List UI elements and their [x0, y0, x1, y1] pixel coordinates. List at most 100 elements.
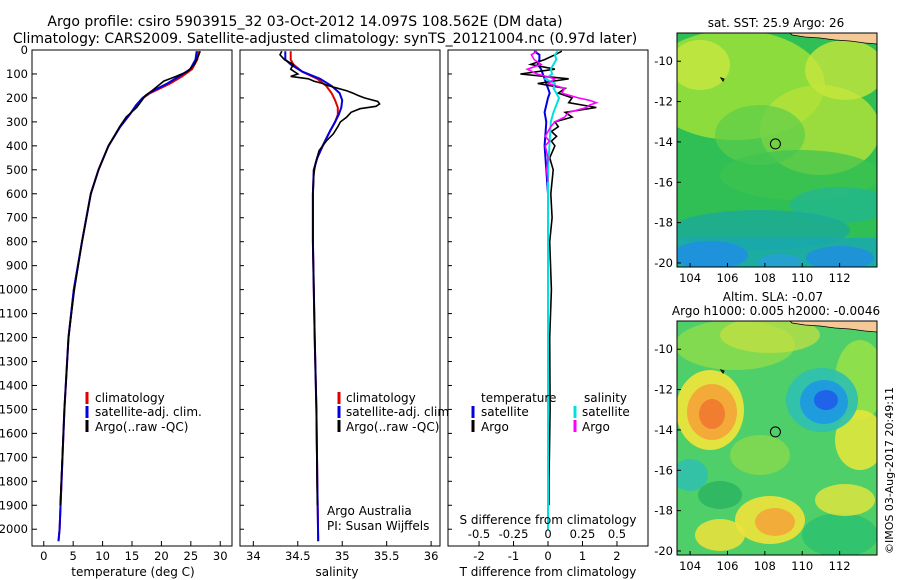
- lon-tick-label: 112: [829, 271, 851, 285]
- x-tick-label: 30: [213, 549, 228, 563]
- lon-tick-label: 108: [754, 271, 776, 285]
- salinity-xlabel: salinity: [315, 565, 358, 579]
- land-outline: [789, 321, 877, 333]
- legend-argo-label: Argo(..raw -QC): [346, 420, 439, 434]
- lat-tick-label: -12: [654, 383, 673, 397]
- depth-tick-label: 100: [6, 67, 28, 81]
- depth-tick-label: 900: [6, 259, 28, 273]
- depth-tick-label: 1900: [0, 498, 28, 512]
- lon-tick-label: 106: [716, 271, 738, 285]
- series-line-argo: [59, 50, 201, 506]
- lat-tick-label: -18: [654, 504, 673, 518]
- float-owner: Argo Australia: [327, 504, 412, 518]
- temperature-plot-frame: [31, 49, 233, 547]
- legend-satellite-label: satellite-adj. clim.: [95, 405, 202, 419]
- lat-tick-label: -18: [654, 216, 673, 230]
- lat-tick-label: -14: [654, 423, 673, 437]
- difference-legend: temperature satellite Argo salinity sate…: [471, 391, 630, 434]
- lat-tick-label: -12: [654, 95, 673, 109]
- x-tick-label: 25: [184, 549, 199, 563]
- x-tick-label: 35: [335, 549, 350, 563]
- temperature-panel: 0100200300400500600700800900100011001200…: [0, 43, 233, 579]
- difference-panel: -2 -1 0 1 2 -0.5 -0.25 0 0.25 0.5 T difference fr…: [447, 49, 649, 579]
- depth-tick-label: 1000: [0, 283, 28, 297]
- sla-field: [677, 321, 877, 555]
- salinity-legend: climatology satellite-adj. clim. Argo(..…: [337, 391, 453, 434]
- lat-tick-label: -16: [654, 175, 673, 189]
- temperature-legend: climatology satellite-adj. clim. Argo(..…: [85, 391, 202, 434]
- depth-tick-label: 0: [21, 43, 28, 57]
- lat-tick-label: -14: [654, 135, 673, 149]
- sst-map: sat. SST: 25.9 Argo: 26 104 106 108 110 112 -…: [654, 16, 878, 285]
- s-tick-label: 0: [544, 527, 551, 541]
- x-tick-label: 0: [544, 549, 551, 563]
- x-tick-label: 34: [246, 549, 261, 563]
- depth-tick-label: 1400: [0, 378, 28, 392]
- s-tick-label: 0.5: [608, 527, 626, 541]
- series-line-s-argo: [525, 50, 599, 182]
- lat-tick-label: -10: [654, 54, 673, 68]
- legend-climatology-label: climatology: [95, 391, 165, 405]
- x-tick-label: 34.5: [285, 549, 311, 563]
- s-tick-label: 0.25: [570, 527, 596, 541]
- salinity-plot-frame: [239, 49, 441, 547]
- depth-tick-label: 700: [6, 211, 28, 225]
- depth-tick-label: 300: [6, 115, 28, 129]
- x-tick-label: 1: [579, 549, 586, 563]
- depth-tick-label: 1200: [0, 331, 28, 345]
- lon-tick-label: 106: [716, 559, 738, 573]
- legend-salinity-heading: salinity: [584, 391, 627, 405]
- header-line2: Climatology: CARS2009. Satellite-adjuste…: [13, 31, 637, 47]
- lon-tick-label: 104: [679, 559, 701, 573]
- depth-tick-label: 1800: [0, 474, 28, 488]
- lat-tick-label: -20: [654, 544, 673, 558]
- island-outline: [719, 77, 725, 82]
- lat-tick-label: -20: [654, 256, 673, 270]
- lon-tick-label: 110: [791, 559, 813, 573]
- x-tick-label: 35.5: [374, 549, 400, 563]
- depth-tick-label: 1300: [0, 354, 28, 368]
- legend-s-satellite-label: satellite: [582, 405, 630, 419]
- temperature-xlabel: temperature (deg C): [71, 565, 194, 579]
- series-line-s-satellite: [543, 50, 561, 530]
- sla-map-subtitle: Argo h1000: 0.005 h2000: -0.0046: [672, 304, 880, 318]
- depth-tick-label: 600: [6, 187, 28, 201]
- lon-tick-label: 108: [754, 559, 776, 573]
- depth-tick-label: 1500: [0, 402, 28, 416]
- island-outline: [719, 369, 725, 374]
- depth-tick-label: 200: [6, 91, 28, 105]
- legend-argo-label: Argo(..raw -QC): [95, 420, 188, 434]
- x-tick-label: 2: [613, 549, 620, 563]
- float-pi: PI: Susan Wijffels: [327, 519, 429, 533]
- sla-map-title: Altim. SLA: -0.07: [723, 290, 823, 304]
- legend-s-argo-label: Argo: [582, 420, 610, 434]
- sst-map-frame: [676, 32, 878, 268]
- x-tick-label: 10: [95, 549, 110, 563]
- lat-tick-label: -16: [654, 463, 673, 477]
- sla-map: Altim. SLA: -0.07 Argo h1000: 0.005 h200…: [654, 290, 880, 573]
- lon-tick-label: 104: [679, 271, 701, 285]
- depth-tick-label: 800: [6, 235, 28, 249]
- depth-tick-label: 1700: [0, 450, 28, 464]
- x-tick-label: -1: [508, 549, 519, 563]
- salinity-panel: 34 34.5 35 35.5 36 salinity climatology sate…: [239, 49, 453, 579]
- depth-tick-label: 400: [6, 139, 28, 153]
- legend-t-argo-label: Argo: [481, 420, 509, 434]
- s-difference-xlabel: S difference from climatology: [460, 513, 637, 527]
- float-location-marker: [769, 426, 781, 438]
- x-tick-label: 5: [70, 549, 77, 563]
- header-line1: Argo profile: csiro 5903915_32 03-Oct-20…: [47, 14, 562, 30]
- legend-satellite-label: satellite-adj. clim.: [346, 405, 453, 419]
- x-tick-label: 0: [40, 549, 47, 563]
- series-line-argo: [279, 50, 381, 506]
- lon-tick-label: 112: [829, 559, 851, 573]
- depth-tick-label: 2000: [0, 522, 28, 536]
- land-outline: [789, 33, 877, 45]
- x-tick-label: -2: [473, 549, 484, 563]
- lat-tick-label: -10: [654, 342, 673, 356]
- lon-tick-label: 110: [791, 271, 813, 285]
- legend-temperature-heading: temperature: [481, 391, 556, 405]
- x-tick-label: 36: [424, 549, 439, 563]
- depth-tick-label: 1600: [0, 426, 28, 440]
- float-location-marker: [769, 138, 781, 150]
